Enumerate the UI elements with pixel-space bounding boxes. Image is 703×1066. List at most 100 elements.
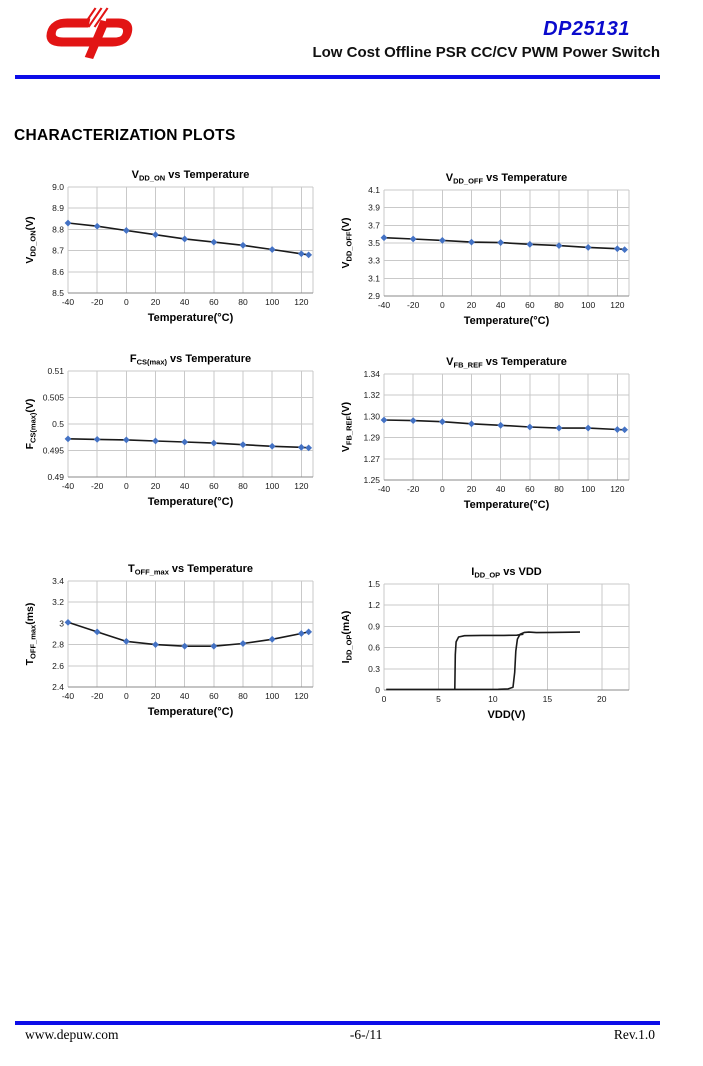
svg-text:120: 120 bbox=[294, 691, 308, 701]
svg-text:40: 40 bbox=[180, 297, 190, 307]
data-marker bbox=[613, 426, 621, 433]
data-marker bbox=[268, 635, 276, 643]
data-marker bbox=[555, 242, 563, 250]
chart-vfb-ref-vs-temperature: -40 -20 0 20 40 60 80 100 120 1.25 1.27 1.29 1.30 1.3… bbox=[338, 353, 638, 515]
data-marker bbox=[297, 250, 305, 258]
data-marker bbox=[468, 420, 475, 428]
footer-divider bbox=[15, 1021, 660, 1025]
data-marker bbox=[613, 245, 621, 253]
svg-text:20: 20 bbox=[467, 484, 477, 494]
svg-text:9.0: 9.0 bbox=[52, 182, 64, 192]
y-axis-label: VDD_ON(V) bbox=[24, 216, 38, 263]
chart-canvas: -40 -20 0 20 40 60 80 100 120 2.9 3.1 3.3 3.5 3.7 3.9 4… bbox=[340, 172, 630, 327]
data-marker bbox=[122, 638, 130, 645]
data-marker bbox=[305, 251, 313, 259]
x-axis-label: Temperature(°C) bbox=[148, 312, 234, 324]
x-axis-label: Temperature(°C) bbox=[148, 496, 234, 508]
svg-text:0.5: 0.5 bbox=[52, 419, 64, 429]
svg-text:-20: -20 bbox=[407, 484, 420, 494]
data-marker bbox=[584, 424, 592, 432]
svg-text:100: 100 bbox=[581, 300, 595, 310]
svg-text:0.495: 0.495 bbox=[43, 446, 65, 456]
svg-text:4.1: 4.1 bbox=[368, 185, 380, 195]
data-marker bbox=[409, 235, 417, 243]
svg-text:0: 0 bbox=[382, 694, 387, 704]
svg-text:0: 0 bbox=[124, 297, 129, 307]
svg-text:60: 60 bbox=[525, 484, 535, 494]
data-marker bbox=[621, 246, 629, 254]
svg-text:-20: -20 bbox=[91, 691, 104, 701]
data-line bbox=[67, 222, 309, 256]
data-marker bbox=[210, 238, 218, 246]
data-marker bbox=[152, 641, 159, 648]
svg-text:80: 80 bbox=[238, 691, 248, 701]
data-marker bbox=[497, 421, 505, 429]
y-axis-label: IDD_OP(mA) bbox=[340, 611, 354, 664]
x-axis-label: VDD(V) bbox=[488, 709, 526, 721]
chart-title: VDD_OFF vs Temperature bbox=[446, 172, 568, 186]
svg-text:3.3: 3.3 bbox=[368, 256, 380, 266]
svg-text:2.4: 2.4 bbox=[52, 682, 64, 692]
svg-text:0: 0 bbox=[440, 484, 445, 494]
data-marker bbox=[93, 222, 101, 230]
data-marker bbox=[152, 231, 159, 239]
data-marker bbox=[122, 227, 130, 234]
svg-text:120: 120 bbox=[610, 484, 624, 494]
svg-text:-20: -20 bbox=[91, 297, 104, 307]
svg-text:1.2: 1.2 bbox=[368, 600, 380, 610]
data-marker bbox=[181, 235, 189, 243]
svg-text:80: 80 bbox=[554, 484, 564, 494]
svg-text:0: 0 bbox=[440, 300, 445, 310]
data-marker bbox=[297, 443, 305, 451]
svg-text:5: 5 bbox=[436, 694, 441, 704]
y-axis-label: VDD_OFF(V) bbox=[340, 217, 354, 268]
data-marker bbox=[380, 234, 388, 242]
chart-vdd-on-vs-temperature: -40 -20 0 20 40 60 80 100 120 8.5 8.6 8.7 8.8 8.9 9.0 V… bbox=[22, 166, 322, 328]
svg-text:8.5: 8.5 bbox=[52, 288, 64, 298]
data-marker bbox=[93, 628, 101, 636]
chart-canvas: -40 -20 0 20 40 60 80 100 120 8.5 8.6 8.7 8.8 8.9 9.0 V… bbox=[24, 169, 314, 324]
part-number: DP25131 bbox=[543, 18, 630, 40]
data-marker bbox=[297, 630, 305, 637]
data-marker bbox=[64, 435, 72, 443]
data-marker bbox=[93, 435, 101, 443]
brand-logo bbox=[33, 6, 137, 62]
data-line bbox=[67, 621, 309, 647]
y-axis-label: VFB_REF(V) bbox=[340, 402, 354, 452]
svg-text:3.5: 3.5 bbox=[368, 238, 380, 248]
y-axis-label: TOFF_max(ms) bbox=[24, 603, 38, 666]
chart-canvas: -40 -20 0 20 40 60 80 100 120 0.49 0.495 0.5 0.505 0.… bbox=[24, 353, 314, 508]
svg-text:3.2: 3.2 bbox=[52, 597, 64, 607]
chart-canvas: -40 -20 0 20 40 60 80 100 120 2.4 2.6 2.8 3 3.2 3.4 TOF… bbox=[24, 563, 314, 718]
svg-text:100: 100 bbox=[265, 481, 279, 491]
svg-text:120: 120 bbox=[294, 481, 308, 491]
svg-text:8.7: 8.7 bbox=[52, 246, 64, 256]
svg-text:60: 60 bbox=[209, 297, 219, 307]
svg-text:1.30: 1.30 bbox=[363, 411, 380, 421]
svg-text:10: 10 bbox=[488, 694, 498, 704]
svg-text:40: 40 bbox=[180, 691, 190, 701]
chart-title: IDD_OP vs VDD bbox=[471, 566, 542, 580]
data-marker bbox=[181, 438, 189, 446]
svg-text:3.1: 3.1 bbox=[368, 273, 380, 283]
footer-page-number: -6-/11 bbox=[349, 1027, 383, 1042]
x-axis-label: Temperature(°C) bbox=[148, 706, 234, 718]
data-marker bbox=[380, 416, 388, 424]
svg-text:20: 20 bbox=[151, 691, 161, 701]
svg-text:120: 120 bbox=[610, 300, 624, 310]
svg-text:20: 20 bbox=[597, 694, 607, 704]
footer: www.depuw.com -6-/11 Rev.1.0 bbox=[25, 1027, 655, 1043]
footer-website: www.depuw.com bbox=[25, 1027, 119, 1042]
brand-logo-graphic bbox=[46, 7, 133, 59]
svg-text:20: 20 bbox=[151, 481, 161, 491]
chart-title: TOFF_max vs Temperature bbox=[128, 563, 253, 577]
footer-revision: Rev.1.0 bbox=[613, 1027, 655, 1042]
svg-text:0.505: 0.505 bbox=[43, 393, 65, 403]
svg-text:3: 3 bbox=[59, 618, 64, 628]
svg-text:0: 0 bbox=[124, 691, 129, 701]
svg-text:-20: -20 bbox=[91, 481, 104, 491]
data-line bbox=[383, 236, 625, 251]
data-marker bbox=[526, 423, 534, 431]
data-marker bbox=[152, 437, 159, 445]
